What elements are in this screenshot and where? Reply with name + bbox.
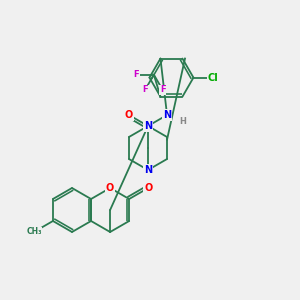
Text: F: F	[134, 70, 139, 79]
Text: O: O	[144, 183, 152, 193]
Text: O: O	[125, 110, 133, 120]
Text: N: N	[144, 121, 152, 131]
Text: CH₃: CH₃	[26, 227, 42, 236]
Text: Cl: Cl	[208, 73, 219, 82]
Text: H: H	[179, 117, 186, 126]
Text: N: N	[144, 165, 152, 175]
Text: N: N	[163, 110, 171, 120]
Text: O: O	[106, 183, 114, 193]
Text: F: F	[142, 85, 148, 94]
Text: F: F	[160, 85, 166, 94]
